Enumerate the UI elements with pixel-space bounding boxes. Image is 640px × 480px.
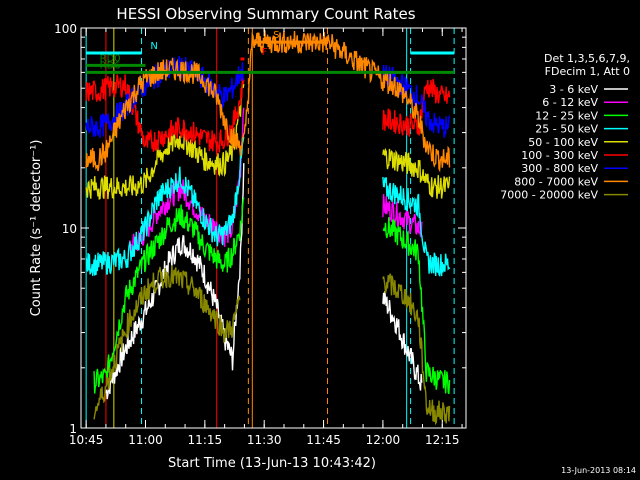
- legend-label-5: 100 - 300 keV: [521, 149, 598, 162]
- x-tick-label-5: 12:00: [366, 433, 401, 447]
- x-tick-label-0: 10:45: [69, 433, 104, 447]
- series-line-5: [85, 74, 451, 154]
- y-tick-label-1: 10: [62, 222, 77, 236]
- x-tick-label-3: 11:30: [247, 433, 282, 447]
- legend-label-0: 3 - 6 keV: [549, 83, 598, 96]
- legend-label-7: 800 - 7000 keV: [514, 175, 598, 188]
- flag-label-4: F: [262, 47, 268, 58]
- x-tick-label-2: 11:15: [188, 433, 223, 447]
- axes: 10:45 11:00 11:15 11:30 11:45 12:00 12:15 1 10 10…: [54, 22, 466, 447]
- series-line-2: [93, 197, 451, 395]
- series-line-1: [129, 107, 423, 255]
- x-tick-label-4: 11:45: [306, 433, 341, 447]
- flag-label-0: N: [150, 41, 157, 52]
- flag-label-2: RD6: [100, 60, 121, 71]
- legend-label-3: 25 - 50 keV: [535, 123, 598, 136]
- legend-header-1: FDecim 1, Att 0: [545, 65, 630, 78]
- series-line-8: [93, 265, 451, 426]
- flag-label-3: S: [273, 30, 279, 41]
- legend-label-6: 300 - 800 keV: [521, 162, 598, 175]
- legend-label-8: 7000 - 20000 keV: [500, 189, 598, 202]
- x-tick-label-6: 12:15: [425, 433, 460, 447]
- x-axis-label: Start Time (13-Jun-13 10:43:42): [168, 456, 376, 471]
- chart-title: HESSI Observing Summary Count Rates: [116, 5, 415, 23]
- flag-label-1: RD0: [100, 53, 121, 64]
- legend-label-1: 6 - 12 keV: [542, 96, 598, 109]
- legend-header-0: Det 1,3,5,6,7,9,: [544, 52, 630, 65]
- y-axis-label: Count Rate (s⁻¹ detector⁻¹): [29, 140, 44, 317]
- series-line-7: [85, 30, 451, 173]
- footer-date: 13-Jun-2013 08:14: [561, 466, 636, 475]
- x-tick-label-1: 11:00: [128, 433, 163, 447]
- y-tick-label-0: 1: [69, 422, 77, 436]
- legend: Det 1,3,5,6,7,9,FDecim 1, Att 0 3 - 6 keV…: [500, 52, 630, 202]
- series-line-4: [85, 83, 451, 200]
- legend-label-2: 12 - 25 keV: [535, 109, 598, 122]
- y-tick-label-2: 100: [54, 22, 77, 36]
- legend-label-4: 50 - 100 keV: [528, 136, 598, 149]
- series-line-3: [85, 136, 451, 277]
